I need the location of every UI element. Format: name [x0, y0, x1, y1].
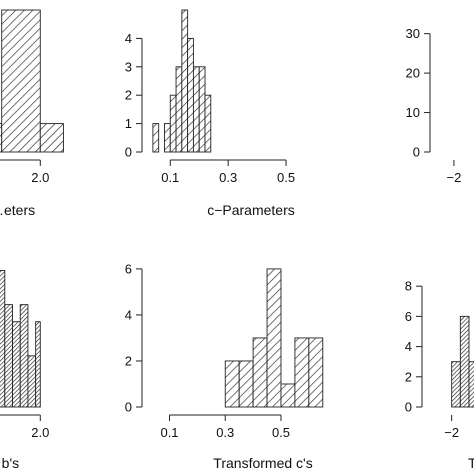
histogram-bar	[252, 337, 268, 408]
histogram-bar	[294, 337, 310, 408]
x-tick-label: 2.0	[31, 170, 49, 185]
histogram-bar	[459, 315, 470, 408]
y-tick-label: 4	[405, 339, 412, 354]
y-tick-label: 2	[125, 353, 132, 368]
x-tick-label: 0.5	[272, 425, 290, 440]
x-tick-label: −2	[444, 425, 459, 440]
histogram-panel-6: −2 0 2 4 6 8 T	[405, 279, 474, 471]
x-axis-title: …eters	[0, 202, 35, 218]
histogram-bar	[280, 383, 296, 408]
histogram-bar	[204, 94, 212, 153]
histogram-panel-1: 02.0…eters	[0, 9, 64, 218]
y-tick-label: 10	[406, 105, 420, 120]
y-tick-label: 8	[405, 279, 412, 294]
x-axis-title: Transformed c's	[213, 455, 312, 471]
x-tick-label: 0.5	[277, 170, 295, 185]
histogram-bar	[12, 321, 21, 408]
y-tick-label: 1	[125, 116, 132, 131]
x-tick-label: 0.3	[216, 425, 234, 440]
y-tick-label: 6	[405, 309, 412, 324]
histogram-bar	[175, 66, 183, 153]
histogram-panel-4: 02.0d b's	[0, 270, 49, 471]
histogram-bar	[35, 321, 41, 408]
y-tick-label: 6	[125, 261, 132, 276]
histogram-panel-5: 0.1 0.3 0.5 0 2 4 6 Transformed c's	[125, 261, 324, 471]
y-tick-label: 0	[125, 145, 132, 160]
y-tick-label: 4	[125, 31, 132, 46]
histogram-panel-3: −2 0 10 20 30	[406, 26, 462, 185]
x-tick-label: −2	[446, 170, 461, 185]
histogram-bar	[192, 66, 200, 153]
x-axis-title: d b's	[0, 455, 19, 471]
histogram-panel-2: 0.1 0.3 0.5 0 1 2 3 4 c−Parameters	[125, 9, 295, 218]
y-tick-label: 0	[413, 145, 420, 160]
histogram-bar	[187, 37, 194, 153]
x-tick-label: 0.1	[161, 170, 179, 185]
x-tick-label: 0.1	[160, 425, 178, 440]
histogram-bar	[39, 123, 64, 153]
histogram-bar	[266, 268, 282, 408]
y-tick-label: 2	[405, 369, 412, 384]
histogram-bar	[27, 355, 37, 408]
histogram-bar	[224, 360, 240, 408]
histogram-bar	[19, 304, 29, 408]
histogram-bar	[164, 123, 171, 153]
y-tick-label: 30	[406, 26, 420, 41]
y-tick-label: 0	[125, 400, 132, 415]
histogram-bar	[238, 360, 254, 408]
x-tick-label: 2.0	[31, 425, 49, 440]
histogram-bar	[468, 361, 474, 408]
histogram-bar	[308, 337, 324, 408]
histogram-bar	[181, 9, 189, 153]
histogram-bar	[0, 270, 6, 408]
x-tick-label: 0.3	[219, 170, 237, 185]
y-tick-label: 0	[405, 400, 412, 415]
x-axis-title: T	[468, 455, 474, 471]
histogram-bar	[152, 123, 160, 153]
histogram-bar	[1, 9, 41, 153]
histogram-bar	[4, 304, 13, 408]
y-tick-label: 3	[125, 59, 132, 74]
y-tick-label: 4	[125, 307, 132, 322]
y-tick-label: 2	[125, 88, 132, 103]
y-tick-label: 20	[406, 66, 420, 81]
histogram-bar	[169, 94, 177, 153]
x-axis-title: c−Parameters	[207, 202, 295, 218]
histogram-bar	[451, 361, 461, 408]
histogram-bar	[198, 66, 206, 153]
